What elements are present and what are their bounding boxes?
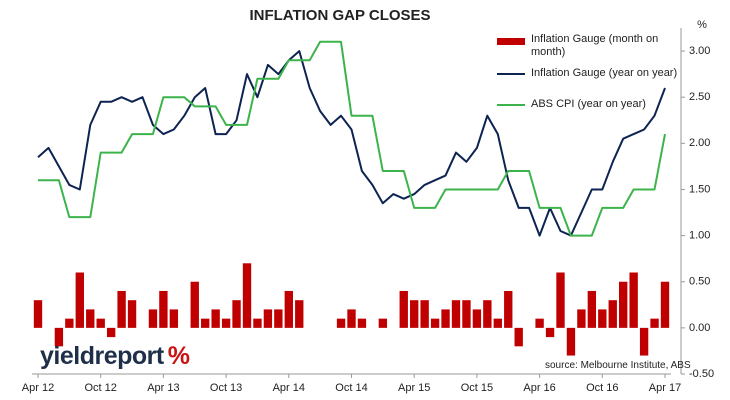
bar [284,290,293,328]
bar [483,300,492,328]
bar [566,327,576,356]
legend-label: Inflation Gauge (year on year) [531,67,678,79]
x-tick-label: Apr 12 [22,382,54,394]
bar [169,309,179,328]
y-tick-label: 2.50 [689,91,710,103]
bar [190,281,199,328]
bar [430,318,440,328]
bar [462,300,471,328]
line-series [38,40,666,237]
x-tick-label: Apr 17 [649,382,681,394]
y-axis-label: % [697,19,707,31]
x-tick-label: Oct 14 [335,382,367,394]
bar [639,327,649,356]
bar [410,300,419,328]
bar [535,318,544,328]
bar [96,318,105,328]
bar [660,281,670,328]
bar [263,309,273,328]
bar [75,272,84,328]
bar [598,309,607,328]
bar [577,309,586,328]
x-tick-label: Apr 14 [273,382,305,394]
bar [472,309,482,328]
bar [232,300,241,328]
source-note: source: Melbourne Institute, ABS [545,360,691,371]
legend-label: ABS CPI (year on year) [531,98,646,110]
bar [420,300,429,328]
bar [619,281,628,328]
bar [274,309,283,328]
legend-item: ABS CPI (year on year) [497,98,682,111]
bar [493,318,502,328]
legend-swatch [497,38,525,45]
x-tick-label: Apr 15 [398,382,430,394]
bar [33,300,43,328]
y-tick-label: 0.00 [689,322,710,334]
bar [54,327,64,347]
x-tick-label: Oct 15 [461,382,493,394]
bar [504,290,513,328]
bar [399,290,408,328]
bar [650,318,659,328]
line-series [37,50,666,237]
y-tick-label: 0.50 [689,276,710,288]
bar [378,318,388,328]
x-tick-label: Apr 16 [523,382,555,394]
chart-title: INFLATION GAP CLOSES [249,7,430,24]
bar [159,290,168,328]
watermark-symbol: % [167,342,190,370]
legend-swatch [497,104,525,106]
bar [201,318,210,328]
bar [86,309,95,328]
x-tick-label: Oct 12 [84,382,116,394]
x-tick-label: Apr 13 [147,382,179,394]
bar [556,272,565,328]
legend: Inflation Gauge (month on month) Inflatio… [497,33,682,119]
bar [587,290,597,328]
y-tick-label: 3.00 [689,45,710,57]
bar [336,318,346,328]
bar [295,300,304,328]
bar [608,300,617,328]
watermark: yieldreport% [40,342,190,371]
legend-item: Inflation Gauge (year on year) [497,67,682,80]
x-tick-label: Oct 16 [586,382,618,394]
bar [117,290,126,328]
bar [629,272,638,328]
bar [347,309,356,328]
bar [127,300,137,328]
y-tick-label: 2.00 [689,137,710,149]
bar [451,300,461,328]
y-tick-label: -0.50 [689,368,714,380]
bar [65,318,74,328]
y-tick-label: 1.50 [689,183,710,195]
bar [514,327,523,347]
bar [253,318,262,328]
x-tick-label: Oct 13 [210,382,242,394]
bar [106,327,116,338]
legend-item: Inflation Gauge (month on month) [497,33,682,59]
legend-label: Inflation Gauge (month on month) [531,33,659,58]
bar [148,309,158,328]
bar [545,327,555,338]
watermark-text: yieldreport [40,342,164,370]
bar [211,309,220,328]
y-tick-label: 1.00 [689,230,710,242]
bar [357,318,367,328]
legend-swatch [497,73,525,75]
bar [441,309,450,328]
bar [221,318,231,328]
bar [242,263,252,328]
